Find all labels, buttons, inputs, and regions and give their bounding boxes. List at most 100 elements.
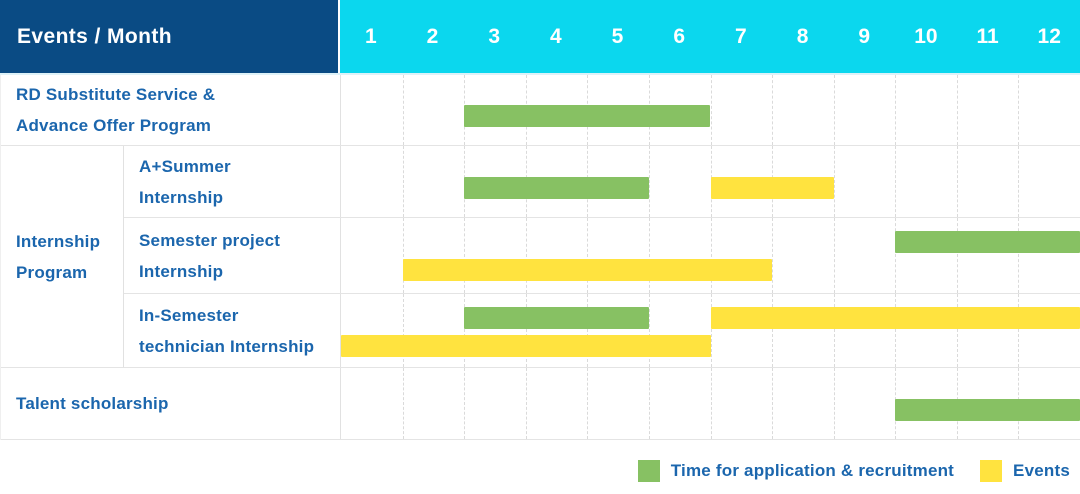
chart-cell — [341, 294, 1080, 367]
chart-cell — [341, 218, 1080, 293]
month-header-row: 1 2 3 4 5 6 7 8 9 10 11 12 — [340, 0, 1080, 73]
row-label-cell: RD Substitute Service & Advance Offer Pr… — [1, 75, 341, 145]
month-label: 4 — [550, 24, 562, 48]
legend-item: Events — [980, 460, 1070, 482]
row-label-cell: Semester project Internship — [124, 218, 341, 293]
month-gridline — [648, 146, 650, 217]
row-label: Semester project Internship — [139, 230, 281, 281]
month-label: 9 — [858, 24, 871, 48]
legend-swatch-yellow — [980, 460, 1003, 482]
row-label: Talent scholarship — [16, 394, 169, 413]
month-gridline — [833, 368, 835, 439]
chart-cell — [341, 146, 1080, 217]
month-gridline — [833, 218, 835, 293]
group-rows: A+Summer Internship Semester project Inte… — [124, 146, 1080, 368]
month-gridline — [772, 75, 774, 145]
month-gridline — [525, 218, 527, 293]
gantt-bar-yellow — [341, 335, 711, 357]
month-gridline — [1018, 294, 1020, 367]
month-gridline — [833, 294, 835, 367]
legend-label: Time for application & recruitment — [670, 461, 955, 480]
month-label: 2 — [426, 24, 439, 48]
month-label: 5 — [611, 24, 624, 48]
month-gridline — [710, 218, 712, 293]
month-gridline — [710, 368, 712, 439]
row-label: A+Summer Internship — [139, 156, 231, 207]
month-label: 3 — [488, 24, 501, 48]
chart-legend: Time for application & recruitment Events — [0, 448, 1080, 494]
month-gridline — [772, 294, 774, 367]
month-label: 7 — [735, 24, 747, 48]
header-title-cell: Events / Month — [0, 0, 340, 73]
table-row: RD Substitute Service & Advance Offer Pr… — [1, 75, 1080, 146]
month-gridline — [1018, 146, 1020, 217]
gantt-bar-yellow — [402, 259, 773, 281]
gantt-bar-yellow — [710, 176, 834, 199]
month-gridline — [1018, 75, 1020, 145]
month-gridline — [402, 75, 404, 145]
month-gridline — [587, 294, 589, 367]
month-gridline — [895, 218, 897, 293]
month-label: 1 — [364, 24, 377, 48]
gantt-bar-green — [464, 307, 649, 329]
gantt-bar-green — [464, 176, 649, 199]
month-label: 11 — [976, 24, 999, 48]
table-header: Events / Month 1 2 3 4 5 6 7 8 9 10 11 12 — [0, 0, 1080, 75]
month-gridline — [525, 368, 527, 439]
chart-cell — [341, 368, 1080, 439]
month-gridline — [402, 294, 404, 367]
month-label: 8 — [796, 24, 809, 48]
month-gridline — [833, 146, 835, 217]
row-label-cell: In-Semester technician Internship — [124, 294, 341, 367]
month-gridline — [402, 218, 404, 293]
month-label: 6 — [673, 24, 686, 48]
table-row: In-Semester technician Internship — [124, 294, 1080, 368]
month-gridline — [833, 75, 835, 145]
month-gridline — [648, 294, 650, 367]
row-label: In-Semester technician Internship — [139, 305, 315, 356]
table-body: RD Substitute Service & Advance Offer Pr… — [0, 75, 1080, 440]
month-gridline — [895, 294, 897, 367]
month-gridline — [772, 218, 774, 293]
month-gridline — [956, 294, 958, 367]
row-label: Internship Program — [16, 231, 101, 282]
month-gridline — [772, 368, 774, 439]
month-gridline — [895, 146, 897, 217]
gantt-bar-green — [895, 398, 1080, 421]
month-gridline — [464, 294, 466, 367]
row-group: Internship Program A+Summer Internship Sem… — [1, 146, 1080, 368]
month-gridline — [464, 368, 466, 439]
legend-swatch-green — [637, 460, 660, 482]
month-label: 10 — [914, 24, 938, 48]
month-gridline — [710, 294, 712, 367]
table-row: A+Summer Internship — [124, 146, 1080, 218]
row-label: RD Substitute Service & Advance Offer Pr… — [16, 85, 216, 135]
legend-label: Events — [1013, 461, 1070, 480]
group-label-cell: Internship Program — [1, 146, 124, 368]
month-gridline — [1018, 218, 1020, 293]
gantt-bar-yellow — [710, 307, 1080, 329]
row-label-cell: Talent scholarship — [1, 368, 341, 439]
month-gridline — [956, 146, 958, 217]
month-gridline — [648, 218, 650, 293]
chart-cell — [341, 75, 1080, 145]
month-gridline — [402, 368, 404, 439]
month-gridline — [464, 218, 466, 293]
month-gridline — [895, 75, 897, 145]
month-gridline — [525, 294, 527, 367]
row-label-cell: A+Summer Internship — [124, 146, 341, 217]
month-label: 12 — [1037, 24, 1061, 48]
gantt-bar-green — [895, 231, 1080, 253]
month-gridline — [956, 75, 958, 145]
table-row: Semester project Internship — [124, 218, 1080, 294]
month-gridline — [648, 368, 650, 439]
month-gridline — [956, 218, 958, 293]
month-gridline — [710, 75, 712, 145]
table-row: Talent scholarship — [1, 368, 1080, 440]
header-title: Events / Month — [17, 24, 172, 48]
month-gridline — [587, 218, 589, 293]
legend-item: Time for application & recruitment — [637, 460, 955, 482]
month-gridline — [402, 146, 404, 217]
gantt-bar-green — [464, 105, 711, 127]
